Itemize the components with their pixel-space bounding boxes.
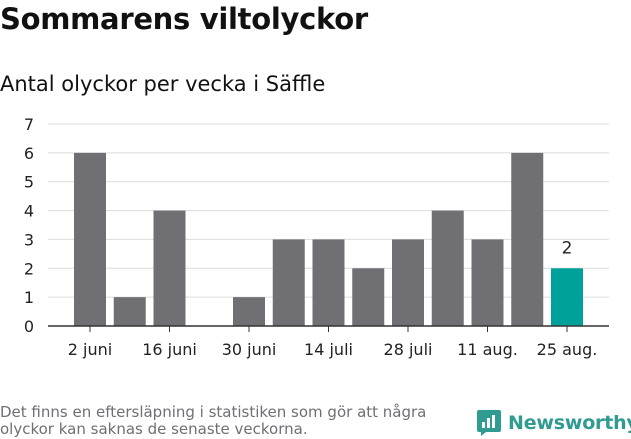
- brand-logo: Newsworthy: [476, 408, 631, 438]
- x-tick-label: 11 aug.: [457, 340, 518, 359]
- y-tick-label: 5: [24, 173, 34, 192]
- footnote: Det finns en eftersläpning i statistiken…: [0, 403, 427, 438]
- y-tick-label: 1: [24, 288, 34, 307]
- y-tick-label: 2: [24, 259, 34, 278]
- newsworthy-logo-icon: [477, 410, 501, 436]
- bar-chart: 0 1 2 3 4 5 6 7 2 2 juni 16 juni 30 juni 14 juli 28 j…: [24, 115, 609, 359]
- x-tick-label: 28 juli: [384, 340, 433, 359]
- bar: [352, 268, 385, 326]
- chart-subtitle: Antal olyckor per vecka i Säffle: [0, 72, 326, 96]
- bar: [431, 210, 464, 326]
- bar: [113, 297, 146, 326]
- y-tick-label: 0: [24, 317, 34, 336]
- x-tick-label: 2 juni: [68, 340, 112, 359]
- brand-name: Newsworthy: [508, 412, 631, 434]
- x-tick-label: 25 aug.: [537, 340, 598, 359]
- x-tick-label: 30 juni: [222, 340, 277, 359]
- y-tick-label: 3: [24, 230, 34, 249]
- bar: [233, 297, 265, 326]
- bar: [312, 239, 345, 326]
- y-tick-label: 4: [24, 202, 34, 221]
- bar: [272, 239, 305, 326]
- y-tick-label: 6: [24, 144, 34, 163]
- data-label: 2: [562, 238, 573, 258]
- bar: [392, 239, 424, 326]
- x-tick-label: 16 juni: [142, 340, 197, 359]
- x-tick-label: 14 juli: [304, 340, 353, 359]
- bar-highlight: [551, 268, 583, 326]
- chart-title: Sommarens viltolyckor: [0, 2, 368, 36]
- y-tick-label: 7: [24, 115, 34, 134]
- bar: [471, 239, 504, 326]
- bar: [153, 210, 186, 326]
- bar: [511, 152, 544, 326]
- bar: [74, 152, 106, 326]
